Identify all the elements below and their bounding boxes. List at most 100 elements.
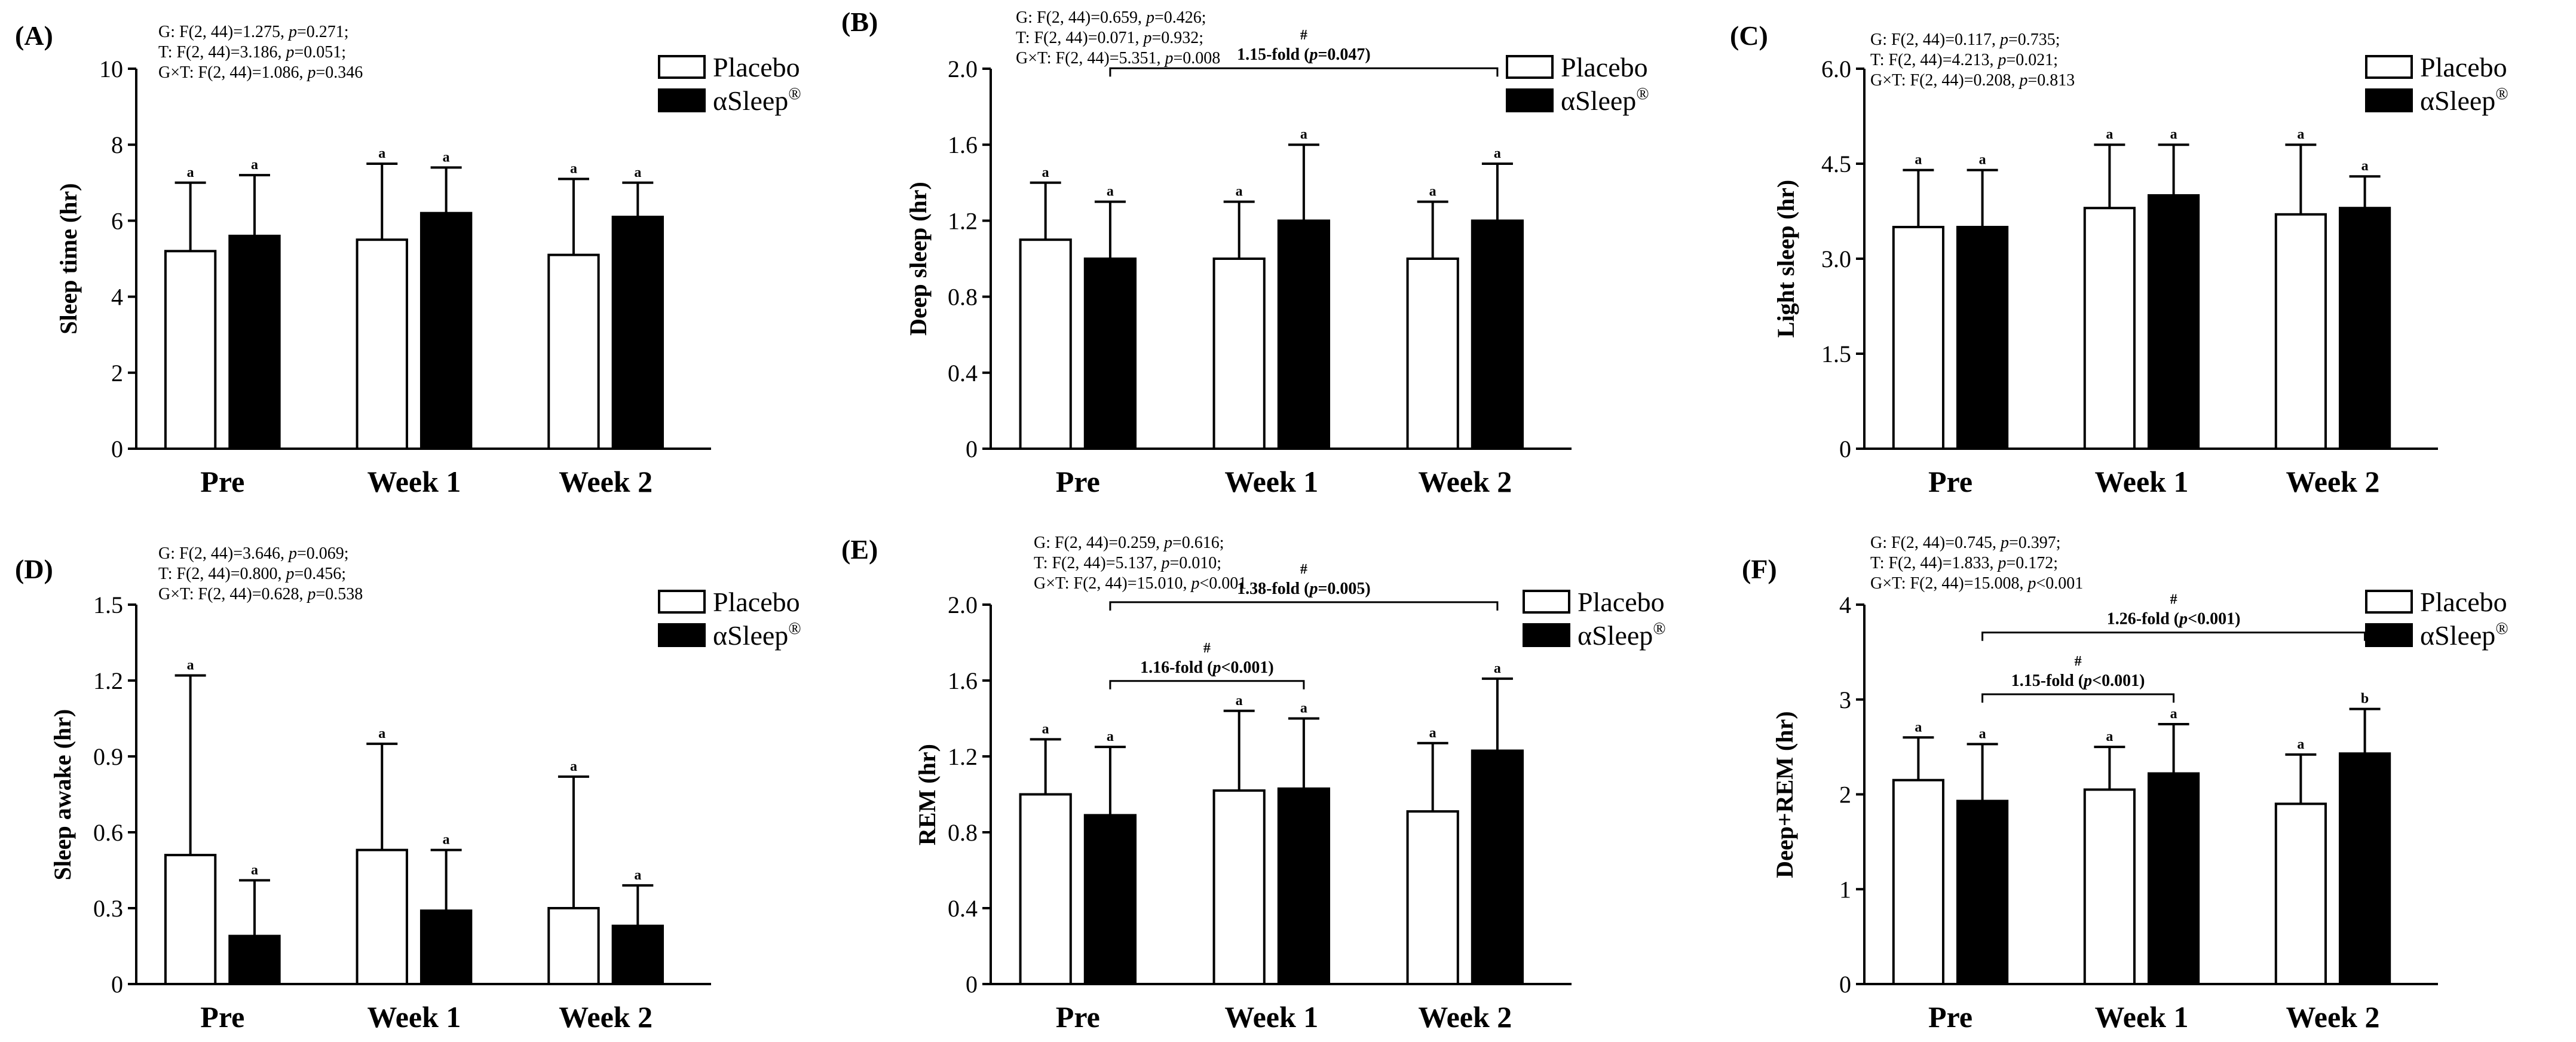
legend-swatch-asleep: [658, 88, 706, 112]
significance-letter: a: [1107, 184, 1114, 200]
stat-label: T: F(2, 44)=0.800,: [158, 565, 286, 583]
y-tick-label: 4: [1839, 592, 1851, 618]
bar-placebo: [1406, 258, 1459, 450]
stat-p-value: =0.069;: [297, 544, 349, 563]
y-axis-label: REM (hr): [914, 744, 941, 845]
bar-asleep: [1471, 749, 1524, 985]
stat-line: G: F(2, 44)=3.646, p=0.069;: [158, 544, 349, 563]
stat-line: G×T: F(2, 44)=1.086, p=0.346: [158, 63, 363, 82]
stat-line: G×T: F(2, 44)=0.628, p=0.538: [158, 585, 363, 603]
significance-letter: a: [378, 726, 385, 741]
stat-label: T: F(2, 44)=5.137,: [1034, 554, 1162, 572]
x-category-label: Pre: [1056, 465, 1100, 498]
legend-registered-mark: ®: [2495, 85, 2508, 103]
y-tick-label: 0: [966, 436, 978, 462]
y-axis-label: Deep+REM (hr): [1771, 711, 1798, 878]
y-tick-label: 0.4: [948, 360, 978, 387]
significance-letter: a: [251, 157, 258, 173]
y-tick-label: 3.0: [1821, 246, 1851, 272]
x-category-label: Week 1: [1224, 1000, 1318, 1034]
bracket-p-value: <0.001): [1221, 658, 1273, 677]
legend-swatch-asleep: [2365, 623, 2413, 647]
bar-placebo: [547, 907, 600, 985]
significance-letter: a: [1494, 146, 1501, 161]
significance-letter: a: [1042, 165, 1049, 180]
y-tick-label: 2: [111, 360, 123, 387]
bar-asleep: [1083, 258, 1137, 450]
panel-6: (F)G: F(2, 44)=0.745, p=0.397;T: F(2, 44…: [1742, 534, 2508, 1034]
legend-swatch-asleep: [658, 623, 706, 647]
legend-label-placebo: Placebo: [1561, 52, 1648, 82]
significance-letter: a: [2297, 127, 2304, 142]
bracket-fold: 1.38-fold (: [1237, 580, 1309, 598]
legend-asleep-name: αSleep: [1578, 620, 1653, 651]
y-tick-label: 0.8: [948, 819, 978, 846]
bracket-p-value: <0.001): [2092, 672, 2145, 690]
x-category-label: Pre: [1056, 1000, 1100, 1034]
stat-label: G: F(2, 44)=0.259,: [1034, 534, 1164, 552]
bracket-fold: 1.26-fold (: [2107, 610, 2179, 629]
y-tick-label: 0.8: [948, 284, 978, 311]
y-tick-label: 0: [111, 436, 123, 462]
stat-p-value: <0.001: [1200, 574, 1247, 593]
y-tick-label: 1.2: [948, 743, 978, 770]
x-category-label: Week 2: [1418, 465, 1512, 498]
stat-line: G: F(2, 44)=0.745, p=0.397;: [1870, 534, 2061, 552]
stat-line: G: F(2, 44)=0.659, p=0.426;: [1016, 8, 1206, 27]
stat-p-symbol: p: [1999, 534, 2009, 552]
legend-asleep-name: αSleep: [1561, 85, 1636, 116]
significance-letter: a: [2106, 127, 2113, 142]
stat-line: T: F(2, 44)=0.071, p=0.932;: [1016, 29, 1203, 47]
bar-asleep: [419, 909, 473, 985]
bracket-p-value: <0.001): [2188, 610, 2240, 629]
y-tick-label: 10: [99, 56, 123, 82]
bracket-label: 1.26-fold (p<0.001): [2107, 610, 2241, 629]
x-category-label: Week 1: [367, 465, 461, 498]
x-category-label: Week 1: [2095, 465, 2189, 498]
bracket-mark: #: [1300, 562, 1307, 577]
comparison-bracket: #1.16-fold (p<0.001): [1109, 640, 1305, 689]
bracket-label: 1.15-fold (p<0.001): [2011, 672, 2145, 690]
y-tick-label: 1.5: [93, 592, 123, 618]
bracket-label: 1.38-fold (p=0.005): [1237, 580, 1371, 598]
legend-label-placebo: Placebo: [2420, 52, 2507, 82]
stat-label: G×T: F(2, 44)=15.008,: [1870, 574, 2028, 593]
x-category-label: Week 2: [1418, 1000, 1512, 1034]
x-category-label: Week 2: [559, 1000, 653, 1034]
significance-letter: a: [634, 868, 641, 883]
stat-p-value: =0.932;: [1152, 29, 1204, 47]
comparison-bracket: #1.15-fold (p<0.001): [1981, 654, 2175, 703]
panel-3: (C) G: F(2, 44)=0.117, p=0.735;T: F(2, 44…: [1730, 20, 2508, 498]
x-category-label: Week 1: [1224, 465, 1318, 498]
stat-p-value: =0.538: [316, 585, 363, 603]
stat-p-value: =0.346: [316, 63, 363, 82]
stat-label: G: F(2, 44)=1.275,: [158, 23, 289, 41]
stat-p-value: =0.616;: [1172, 534, 1224, 552]
legend-asleep-name: αSleep: [2420, 85, 2495, 116]
y-tick-label: 4: [111, 284, 123, 311]
legend-label-asleep: αSleep®: [713, 620, 801, 651]
stat-p-value: =0.456;: [295, 565, 347, 583]
y-tick-label: 3: [1839, 687, 1851, 713]
significance-letter: a: [1300, 701, 1307, 716]
legend-label-asleep: αSleep®: [2420, 620, 2508, 651]
panel-1: (A) G: F(2, 44)=1.275, p=0.271;T: F(2, 44…: [15, 20, 801, 498]
stat-p-value: =0.426;: [1154, 8, 1206, 27]
stat-label: T: F(2, 44)=3.186,: [158, 43, 286, 62]
stat-label: G: F(2, 44)=0.659,: [1016, 8, 1146, 27]
panel-letter: (C): [1730, 20, 1768, 51]
bracket-p-symbol: p: [2178, 610, 2188, 629]
y-axis-label: Sleep awake (hr): [49, 709, 76, 881]
significance-letter: b: [2361, 691, 2369, 707]
stat-line: T: F(2, 44)=5.137, p=0.010;: [1034, 554, 1221, 572]
bar-placebo: [356, 238, 408, 450]
x-category-label: Week 2: [2286, 1000, 2380, 1034]
stat-label: T: F(2, 44)=1.833,: [1870, 554, 1998, 572]
bar-placebo: [2274, 213, 2327, 450]
bar-placebo: [356, 848, 408, 985]
bar-placebo: [1406, 810, 1459, 985]
y-tick-label: 2: [1839, 782, 1851, 808]
